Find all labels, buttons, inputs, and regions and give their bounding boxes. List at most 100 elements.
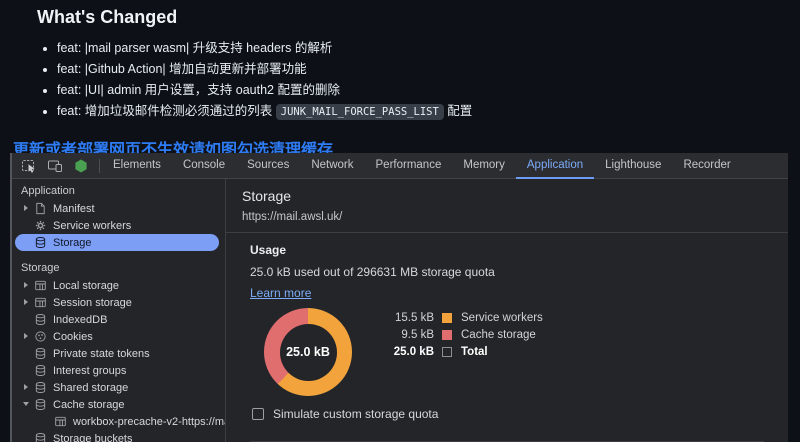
tab-bar: Elements Console Sources Network Performance…	[102, 153, 742, 179]
arrow-spacer	[41, 413, 54, 430]
inspect-element-icon[interactable]	[20, 157, 37, 174]
sidebar-item-service-workers[interactable]: Service workers	[12, 217, 225, 234]
sidebar-item-label: Storage	[53, 236, 92, 249]
devtools-body: Application Manifest Service workers Storag…	[12, 179, 788, 442]
header-divider	[226, 232, 788, 233]
sidebar-item-interest-groups[interactable]: Interest groups	[12, 362, 225, 379]
storage-panel-title: Storage	[242, 188, 292, 204]
sidebar-item-label: Private state tokens	[53, 347, 150, 360]
database-icon	[34, 381, 47, 394]
table-icon	[54, 415, 67, 428]
sidebar-item-label: Cache storage	[53, 398, 125, 411]
tab-performance[interactable]: Performance	[375, 159, 442, 171]
simulate-quota-row: Simulate custom storage quota	[252, 407, 764, 421]
sidebar-item-label: Shared storage	[53, 381, 129, 394]
sidebar-item-storage-buckets[interactable]: Storage buckets	[12, 430, 225, 442]
sidebar-item-local-storage[interactable]: Local storage	[12, 277, 225, 294]
sidebar-item-private-state-tokens[interactable]: Private state tokens	[12, 345, 225, 362]
changelog-text: 配置	[443, 104, 473, 118]
tab-console[interactable]: Console	[182, 159, 226, 171]
database-icon	[34, 313, 47, 326]
arrow-spacer	[21, 311, 34, 328]
sidebar-item-session-storage[interactable]: Session storage	[12, 294, 225, 311]
sidebar-item-cache-storage[interactable]: Cache storage	[12, 396, 225, 413]
legend-row-service-workers: 15.5 kB Service workers	[372, 309, 543, 326]
changelog-item: feat: |UI| admin 用户设置，支持 oauth2 配置的删除	[57, 80, 800, 101]
legend-value: 25.0 kB	[393, 345, 434, 358]
sidebar-section-storage: Storage	[21, 262, 60, 274]
legend-total-swatch	[442, 346, 452, 357]
sidebar-item-label: workbox-precache-v2-https://mai…	[73, 415, 225, 428]
arrow-spacer	[21, 234, 34, 251]
changelog-text: feat: |mail parser wasm| 升级支持 headers 的解…	[57, 41, 333, 55]
tab-application[interactable]: Application	[515, 153, 595, 179]
tab-lighthouse[interactable]: Lighthouse	[605, 159, 662, 171]
sidebar-item-label: Manifest	[53, 202, 95, 215]
sidebar-item-cookies[interactable]: Cookies	[12, 328, 225, 345]
learn-more-link[interactable]: Learn more	[250, 286, 312, 300]
sidebar-item-storage[interactable]: Storage	[15, 234, 219, 251]
legend-value: 15.5 kB	[395, 311, 434, 324]
sidebar-item-label: Cookies	[53, 330, 93, 343]
changelog-item: feat: |Github Action| 增加自动更新并部署功能	[57, 59, 800, 80]
chevron-right-icon	[21, 379, 34, 396]
legend-label: Service workers	[461, 311, 543, 324]
sidebar-section-application: Application	[21, 185, 75, 197]
devtools-panel: Elements Console Sources Network Performance…	[10, 153, 788, 442]
tab-recorder[interactable]: Recorder	[683, 159, 731, 171]
legend-swatch	[442, 312, 452, 323]
legend-label: Cache storage	[461, 328, 536, 341]
arrow-spacer	[21, 217, 34, 234]
changelog-text: feat: |Github Action| 增加自动更新并部署功能	[57, 62, 307, 76]
legend-swatch	[442, 329, 452, 340]
chevron-right-icon	[21, 200, 34, 217]
devtools-toolbar: Elements Console Sources Network Performance…	[12, 153, 788, 179]
changelog-list: feat: |mail parser wasm| 升级支持 headers 的解…	[0, 38, 800, 123]
extension-icon[interactable]	[72, 157, 89, 174]
origin-url: https://mail.awsl.uk/	[242, 211, 343, 223]
chevron-right-icon	[21, 294, 34, 311]
usage-heading: Usage	[250, 243, 287, 257]
sidebar-item-label: Service workers	[53, 219, 132, 232]
sidebar-item-label: Session storage	[53, 296, 132, 309]
simulate-quota-checkbox[interactable]	[252, 408, 264, 420]
database-icon	[34, 364, 47, 377]
database-icon	[34, 236, 47, 249]
file-icon	[34, 202, 47, 215]
simulate-quota-label: Simulate custom storage quota	[273, 407, 439, 421]
database-icon	[34, 432, 47, 442]
sidebar-item-workbox-precache-v2-https-mai[interactable]: workbox-precache-v2-https://mai…	[12, 413, 225, 430]
usage-legend: 15.5 kB Service workers 9.5 kB Cache storag…	[372, 308, 543, 396]
tab-network[interactable]: Network	[311, 159, 354, 171]
gear-icon	[34, 219, 47, 232]
sidebar-item-label: Storage buckets	[53, 432, 133, 442]
arrow-spacer	[21, 362, 34, 379]
usage-quota-text: 25.0 kB used out of 296631 MB storage qu…	[250, 265, 495, 279]
code-span: JUNK_MAIL_FORCE_PASS_LIST	[275, 104, 444, 120]
changelog-text: feat: 增加垃圾邮件检测必须通过的列表	[57, 104, 276, 118]
tab-memory[interactable]: Memory	[463, 159, 505, 171]
changelog-item: feat: |mail parser wasm| 升级支持 headers 的解…	[57, 38, 800, 59]
tab-elements[interactable]: Elements	[113, 159, 161, 171]
chevron-right-icon	[21, 328, 34, 345]
table-icon	[34, 296, 47, 309]
sidebar-item-manifest[interactable]: Manifest	[12, 200, 225, 217]
sidebar-item-label: Local storage	[53, 279, 120, 292]
sidebar-tree: Application Manifest Service workers Storag…	[12, 179, 226, 442]
chevron-right-icon	[21, 277, 34, 294]
storage-header: Storage https://mail.awsl.uk/	[226, 179, 788, 223]
cookie-icon	[34, 330, 47, 343]
donut-center-label: 25.0 kB	[279, 323, 337, 381]
changelog-text: feat: |UI| admin 用户设置，支持 oauth2 配置的删除	[57, 83, 340, 97]
device-toolbar-icon[interactable]	[46, 157, 63, 174]
tab-sources[interactable]: Sources	[247, 159, 290, 171]
sidebar-item-shared-storage[interactable]: Shared storage	[12, 379, 225, 396]
usage-chart-row: 25.0 kB 15.5 kB Service workers 9.5 kB Cach…	[264, 308, 764, 396]
database-icon	[34, 347, 47, 360]
page-title: What's Changed	[37, 7, 178, 27]
toolbar-icon-group	[12, 153, 97, 178]
sidebar-item-indexeddb[interactable]: IndexedDB	[12, 311, 225, 328]
arrow-spacer	[21, 345, 34, 362]
sidebar-item-label: Interest groups	[53, 364, 127, 377]
changelog-item: feat: 增加垃圾邮件检测必须通过的列表 JUNK_MAIL_FORCE_PA…	[57, 101, 800, 123]
